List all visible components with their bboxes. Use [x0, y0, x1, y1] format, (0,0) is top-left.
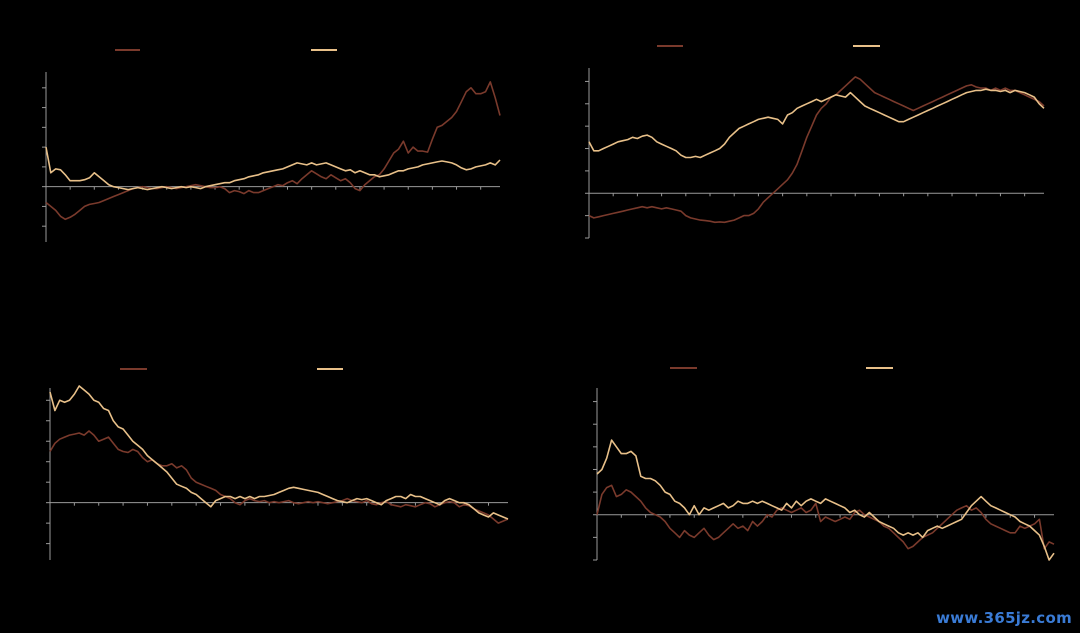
- series-line-2: [596, 439, 1055, 561]
- series-line-1: [588, 76, 1045, 224]
- series-line-2: [49, 385, 509, 520]
- series-line-1: [49, 430, 509, 524]
- series-line-2: [45, 146, 501, 191]
- series-line-2: [588, 88, 1045, 159]
- watermark-text: www.365jz.com: [936, 609, 1072, 627]
- series-line-1: [596, 484, 1055, 550]
- series-line-1: [45, 81, 501, 221]
